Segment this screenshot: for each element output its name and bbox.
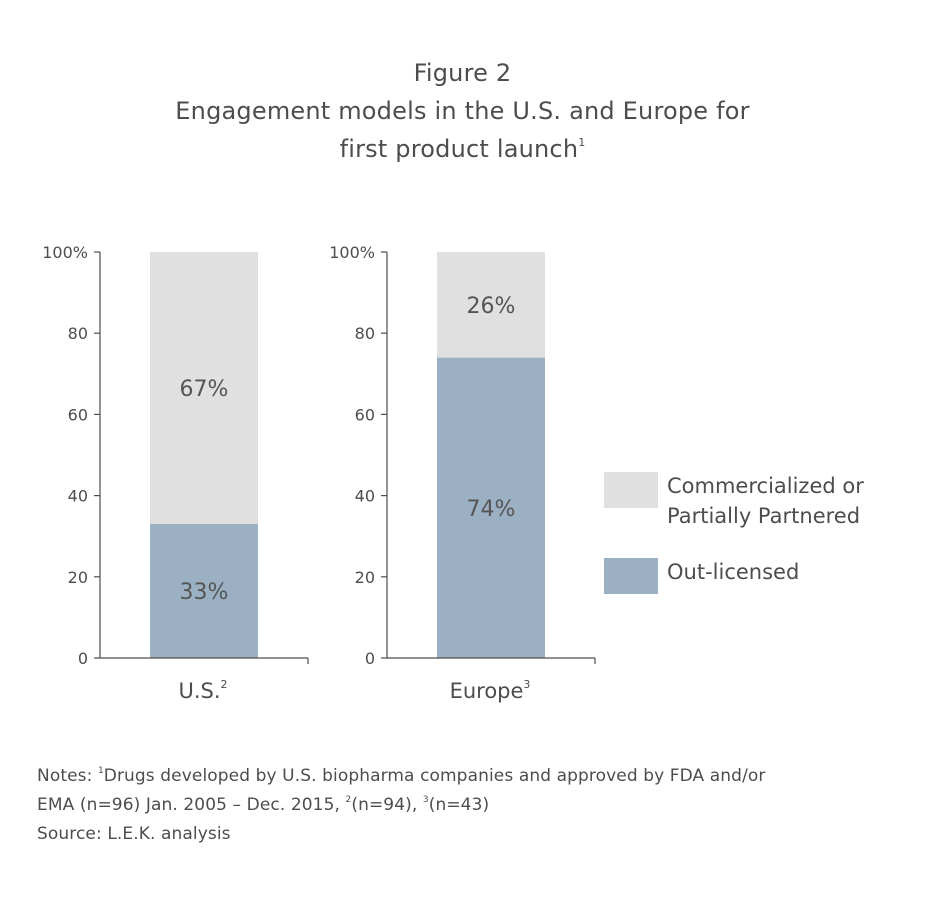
notes-line-2-mid: (n=94), (351, 795, 423, 815)
panel-1-y-tick-label: 20 (68, 568, 88, 587)
panel-1-y-tick-label: 60 (68, 405, 88, 424)
notes-prefix: Notes: (37, 766, 98, 786)
title-line-2-text: first product launch (339, 135, 579, 163)
legend-label: Out-licensed (667, 560, 799, 584)
panel-2-y-tick-label: 60 (355, 405, 375, 424)
panel-2-y-tick-label: 0 (365, 649, 375, 668)
legend-label: Commercialized or (667, 474, 864, 498)
notes-line-1: Notes: 1Drugs developed by U.S. biopharm… (37, 762, 766, 791)
title-footnote-mark: 1 (578, 136, 586, 149)
notes-line-1-text: Drugs developed by U.S. biopharma compan… (103, 766, 766, 786)
notes-line-2-start: EMA (n=96) Jan. 2005 – Dec. 2015, (37, 795, 346, 815)
panel-2-category-label: Europe3 (450, 678, 531, 703)
panel-1-bar-segment (150, 524, 258, 658)
panel-1-category-label: U.S.2 (178, 678, 227, 703)
legend-swatch (604, 558, 658, 594)
notes-sup-1: 1 (97, 766, 104, 776)
notes-source: Source: L.E.K. analysis (37, 824, 231, 844)
panel-1-y-tick-label: 40 (68, 487, 88, 506)
title-line-1: Engagement models in the U.S. and Europe… (175, 97, 750, 125)
notes-sup-2: 2 (345, 795, 352, 805)
panel-2-y-tick-label: 80 (355, 324, 375, 343)
panel-2-data-label: 26% (467, 294, 516, 319)
panel-1-y-tick-label: 100% (42, 243, 88, 262)
panel-1-data-label: 67% (180, 377, 229, 402)
panel-2-bar-segment (437, 252, 545, 358)
panel-1-bar-segment (150, 252, 258, 525)
legend-label-line-2: Partially Partnered (667, 504, 860, 528)
panel-2-y-tick-label: 20 (355, 568, 375, 587)
notes-line-2: EMA (n=96) Jan. 2005 – Dec. 2015, 2(n=94… (37, 791, 766, 820)
panel-1-y-tick-label: 80 (68, 324, 88, 343)
title-line-2: first product launch1 (0, 130, 925, 168)
legend-swatch (604, 472, 658, 508)
panel-2-y-tick-label: 100% (329, 243, 375, 262)
panel-1-y-tick-label: 0 (78, 649, 88, 668)
figure-label: Figure 2 (413, 59, 512, 87)
panel-2-data-label: 74% (467, 497, 516, 522)
notes-sup-3: 3 (422, 795, 429, 805)
notes-line-2-end: (n=43) (428, 795, 490, 815)
chart-title: Figure 2 Engagement models in the U.S. a… (0, 54, 925, 168)
panel-1-data-label: 33% (180, 580, 229, 605)
notes-block: Notes: 1Drugs developed by U.S. biopharm… (37, 762, 766, 849)
panel-2-y-tick-label: 40 (355, 487, 375, 506)
panel-2-bar-segment (437, 357, 545, 658)
